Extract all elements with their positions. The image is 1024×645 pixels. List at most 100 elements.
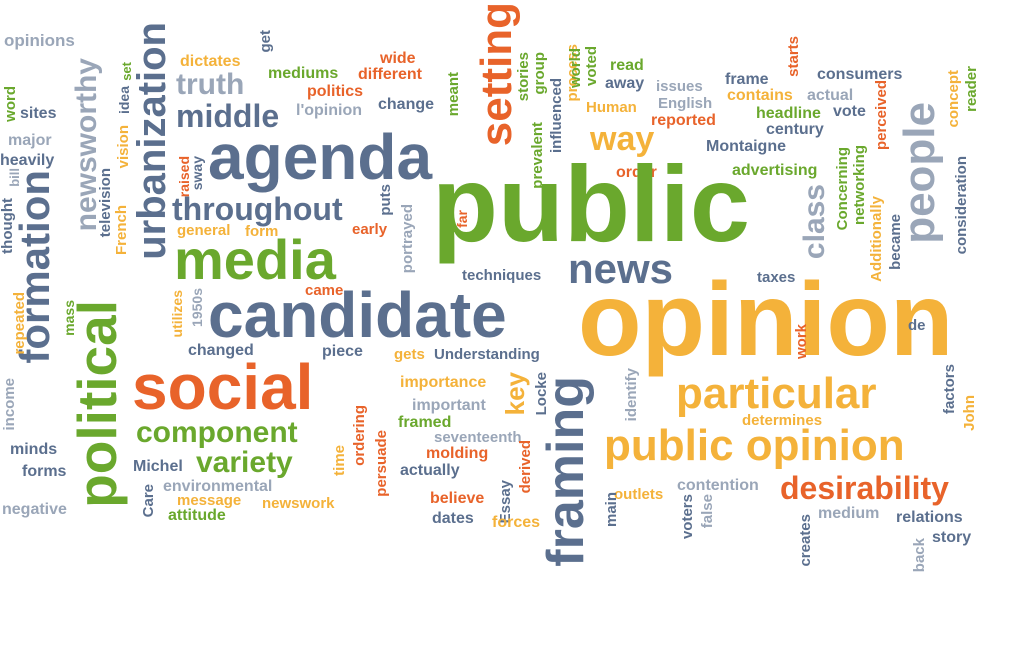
word-order: order	[616, 164, 657, 181]
word-agenda: agenda	[208, 121, 433, 193]
word-main: main	[603, 492, 620, 528]
word-forms: forms	[22, 463, 67, 480]
word-early: early	[352, 221, 388, 238]
word-michel: Michel	[133, 458, 183, 475]
word-different: different	[358, 66, 422, 83]
word-class: class	[798, 184, 831, 260]
word-piece: piece	[322, 343, 363, 360]
word-sway: sway	[189, 156, 205, 191]
word-actual: actual	[807, 87, 854, 104]
word-important: important	[412, 397, 486, 414]
word-perceived: perceived	[873, 80, 890, 151]
word-factors: factors	[941, 364, 958, 415]
word-lopinion: l'opinion	[296, 102, 363, 119]
word-starts: starts	[785, 36, 802, 77]
word-work: work	[793, 324, 810, 360]
word-molding: molding	[426, 445, 489, 462]
word-story: story	[932, 529, 972, 546]
word-middle: middle	[176, 98, 280, 134]
word-persuade: persuade	[373, 430, 390, 497]
word-opinion: opinion	[578, 262, 954, 378]
word-heavily: heavily	[0, 152, 55, 169]
word-urbanization: urbanization	[130, 22, 174, 260]
word-candidate: candidate	[208, 279, 507, 351]
word-wide: wide	[380, 50, 416, 67]
word-derived: derived	[517, 440, 534, 494]
word-general: general	[177, 222, 231, 239]
word-voters: voters	[679, 494, 696, 540]
word-identify: identify	[623, 368, 640, 422]
word-actually: actually	[400, 462, 460, 479]
word-television: television	[97, 168, 114, 238]
word-way: way	[590, 120, 655, 158]
word-change: change	[378, 96, 435, 113]
word-john: John	[961, 395, 978, 431]
word-frame: frame	[725, 71, 769, 88]
word-techniques: techniques	[462, 267, 542, 284]
word-sites: sites	[20, 105, 57, 122]
word-vision: vision	[115, 125, 132, 169]
word-de: de	[908, 317, 926, 334]
word-mass: mass	[61, 300, 77, 336]
word-setting: setting	[472, 2, 521, 147]
word-came: came	[305, 282, 344, 299]
word-gets: gets	[394, 346, 425, 363]
word-issues: issues	[656, 78, 703, 95]
word-reported: reported	[651, 112, 716, 129]
word-framing: framing	[537, 376, 595, 567]
word-throughout: throughout	[172, 191, 343, 227]
word-headline: headline	[756, 105, 821, 122]
word-ordering: ordering	[351, 405, 368, 466]
word-meant: meant	[445, 72, 462, 117]
word-french: French	[113, 205, 130, 256]
word-stories: stories	[515, 52, 532, 102]
word-social: social	[132, 351, 314, 423]
word-read: read	[610, 57, 644, 74]
word-form: form	[245, 223, 279, 240]
word-advertising: advertising	[732, 162, 818, 179]
word-false: false	[699, 494, 716, 529]
word-seventeenth: seventeenth	[434, 429, 522, 446]
word-media: media	[174, 228, 336, 291]
word-away: away	[605, 75, 645, 92]
word-minds: minds	[10, 441, 58, 458]
word-news: news	[568, 245, 674, 292]
word-believe: believe	[430, 490, 485, 507]
word-concept: concept	[945, 70, 962, 128]
word-contains: contains	[727, 87, 793, 104]
word-particular: particular	[676, 369, 877, 418]
word-consideration: consideration	[953, 156, 970, 255]
word-component: component	[136, 416, 298, 449]
word-concerning: Concerning	[834, 147, 851, 231]
word-back: back	[911, 538, 928, 573]
word-montaigne: Montaigne	[706, 138, 786, 155]
word-vote: vote	[833, 103, 866, 120]
word-politics: politics	[307, 83, 364, 100]
word-determines: determines	[742, 412, 823, 429]
word-negative: negative	[2, 501, 67, 518]
word-opinions: opinions	[4, 31, 75, 50]
word-dictates: dictates	[180, 53, 241, 70]
word-political: political	[66, 300, 128, 508]
word-attitude: attitude	[168, 507, 226, 524]
word-desirability: desirability	[780, 470, 949, 506]
word-utilizes: utilizes	[169, 290, 185, 338]
word-understanding: Understanding	[434, 346, 540, 363]
word-care: Care	[140, 484, 157, 518]
word-idea: idea	[116, 86, 132, 115]
word-mediums: mediums	[268, 65, 339, 82]
word-world: world	[567, 48, 584, 88]
word-creates: creates	[797, 514, 814, 567]
word-framed: framed	[398, 414, 452, 431]
word-contention: contention	[677, 477, 759, 494]
word-influenced: influenced	[548, 78, 565, 154]
word-repeated: repeated	[11, 292, 28, 355]
word-income: income	[1, 378, 18, 431]
word-public: public	[432, 143, 750, 264]
word-get: get	[257, 30, 274, 53]
word-puts: puts	[377, 184, 394, 216]
word-time: time	[331, 445, 348, 476]
word-key: key	[500, 372, 530, 416]
word-word: word	[2, 86, 19, 122]
